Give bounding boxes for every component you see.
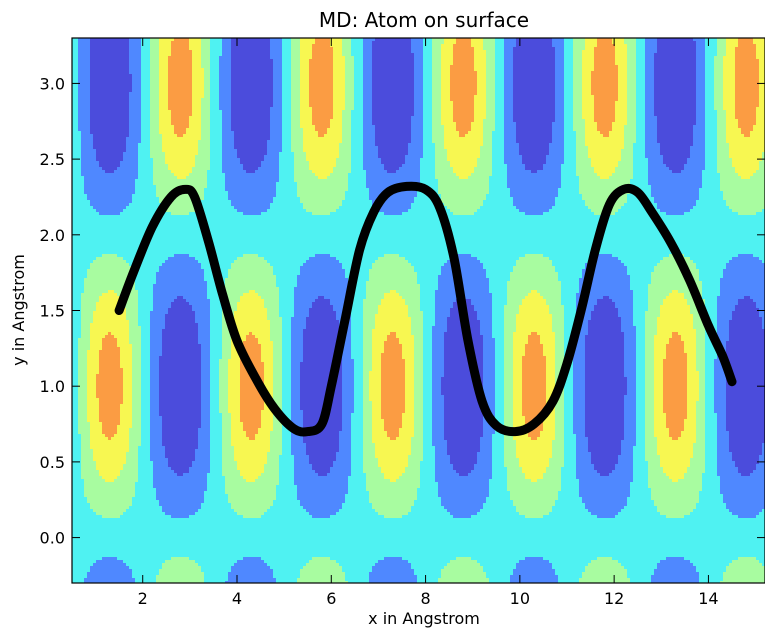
- x-tick-label: 12: [604, 589, 624, 608]
- x-tick-label: 6: [326, 589, 336, 608]
- y-tick-label: 0.0: [40, 529, 65, 548]
- x-axis-label: x in Angstrom: [368, 609, 480, 628]
- x-tick-label: 10: [510, 589, 530, 608]
- x-axis: 2 4 6 8 10 12 14: [138, 38, 719, 608]
- y-tick-label: 2.0: [40, 226, 65, 245]
- y-tick-label: 1.5: [40, 302, 65, 321]
- potential-contour: [72, 38, 765, 583]
- x-tick-label: 2: [138, 589, 148, 608]
- y-tick-label: 2.5: [40, 150, 65, 169]
- x-tick-label: 4: [232, 589, 242, 608]
- plot-area: [72, 38, 765, 583]
- x-tick-label: 14: [698, 589, 718, 608]
- y-axis: 0.0 0.5 1.0 1.5 2.0 2.5 3.0: [40, 74, 765, 548]
- x-tick-label: 8: [420, 589, 430, 608]
- chart-title: MD: Atom on surface: [319, 8, 529, 32]
- atom-trajectory-line: [114, 181, 737, 437]
- y-tick-label: 3.0: [40, 74, 65, 93]
- y-axis-label: y in Angstrom: [9, 254, 28, 366]
- y-tick-label: 0.5: [40, 453, 65, 472]
- y-tick-label: 1.0: [40, 377, 65, 396]
